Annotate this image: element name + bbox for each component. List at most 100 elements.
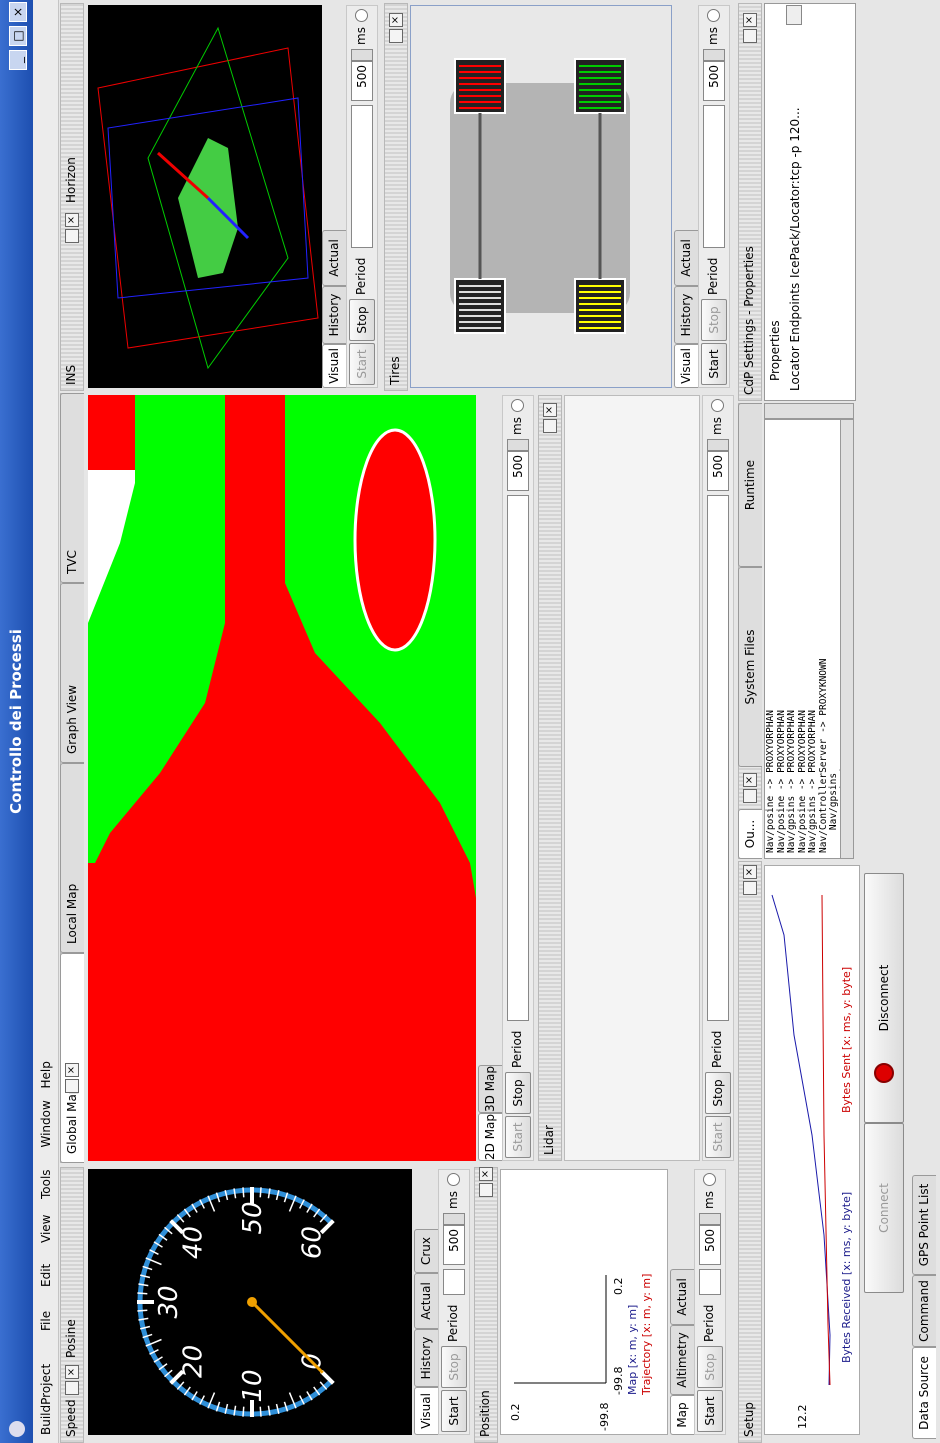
radio-button[interactable] — [707, 9, 720, 22]
spinner[interactable] — [351, 49, 373, 61]
tab[interactable]: GPS Point List — [912, 1175, 936, 1275]
menu-item[interactable]: View — [39, 1215, 53, 1243]
tab[interactable]: Local Map — [60, 763, 84, 953]
tab[interactable]: Map — [670, 1395, 694, 1435]
legend-entry: Map [x: m, y: m] — [626, 1305, 639, 1395]
tab[interactable]: Global Map — [60, 953, 84, 1163]
menu-item[interactable]: Help — [39, 1061, 53, 1088]
period-value[interactable]: 500 — [707, 451, 729, 491]
start-button[interactable]: Start — [701, 343, 727, 385]
tab[interactable]: Altimetry — [670, 1325, 694, 1395]
spinner[interactable] — [507, 439, 529, 451]
tab[interactable]: System Files — [738, 567, 762, 767]
start-button[interactable]: Start — [505, 1116, 531, 1158]
tab[interactable]: 2D Map — [478, 1113, 502, 1161]
tab[interactable]: Visual — [674, 344, 698, 388]
stop-button[interactable]: Stop — [697, 1346, 723, 1388]
dock-button[interactable] — [479, 1183, 493, 1197]
vertical-scrollbar[interactable] — [764, 403, 854, 419]
tab[interactable]: Graph View — [60, 583, 84, 763]
spinner[interactable] — [707, 439, 729, 451]
dock-button[interactable] — [389, 29, 403, 43]
tab[interactable]: History — [322, 286, 346, 344]
horizontal-scrollbar[interactable] — [840, 419, 854, 859]
stop-button[interactable]: Stop — [705, 1072, 731, 1114]
connect-button[interactable]: Connect — [864, 1123, 904, 1293]
period-value[interactable]: 500 — [703, 61, 725, 101]
close-button[interactable]: × — [9, 2, 27, 22]
radio-button[interactable] — [703, 1173, 716, 1186]
gauge-tick — [260, 1407, 261, 1417]
tab[interactable]: Ou... — [738, 809, 762, 859]
menu-item[interactable]: Window — [39, 1100, 53, 1147]
tab[interactable]: Data Source — [912, 1347, 936, 1439]
tab[interactable]: Command — [912, 1275, 936, 1347]
start-button[interactable]: Start — [441, 1390, 467, 1432]
dock-button[interactable] — [543, 419, 557, 433]
start-button[interactable]: Start — [349, 343, 375, 385]
tab[interactable]: TVC — [60, 393, 84, 583]
tab[interactable]: Crux — [414, 1229, 438, 1273]
stop-button[interactable]: Stop — [505, 1072, 531, 1114]
stop-button[interactable]: Stop — [701, 299, 727, 341]
spinner[interactable] — [703, 49, 725, 61]
close-button[interactable]: × — [389, 13, 403, 27]
disconnect-button[interactable]: Disconnect — [864, 873, 904, 1123]
docked-tab[interactable]: Horizon — [64, 157, 78, 203]
dock-button[interactable] — [65, 1079, 79, 1093]
close-button[interactable]: × — [743, 865, 757, 879]
menu-item[interactable]: File — [39, 1311, 53, 1331]
radio-button[interactable] — [711, 399, 724, 412]
tab[interactable]: Visual — [414, 1387, 438, 1435]
spinner[interactable] — [699, 1213, 721, 1225]
tab[interactable]: 3D Map — [478, 1065, 502, 1113]
edit-button[interactable] — [786, 5, 802, 25]
maximize-button[interactable]: □ — [9, 26, 27, 46]
close-button[interactable]: × — [543, 403, 557, 417]
dock-button[interactable] — [65, 229, 79, 243]
dock-button[interactable] — [65, 1381, 79, 1395]
period-field[interactable] — [703, 105, 725, 248]
period-field[interactable] — [699, 1269, 721, 1295]
stop-button[interactable]: Stop — [349, 299, 375, 341]
period-value[interactable]: 500 — [443, 1225, 465, 1265]
radio-button[interactable] — [511, 399, 524, 412]
tab[interactable]: Runtime — [738, 403, 762, 567]
spinner[interactable] — [443, 1213, 465, 1225]
period-value[interactable]: 500 — [351, 61, 373, 101]
minimize-button[interactable]: _ — [9, 50, 27, 70]
radio-button[interactable] — [447, 1173, 460, 1186]
docked-tab[interactable]: Posine — [64, 1319, 78, 1358]
close-button[interactable]: × — [65, 213, 79, 227]
period-field[interactable] — [507, 495, 529, 1021]
dock-button[interactable] — [743, 789, 757, 803]
tab[interactable]: Actual — [674, 230, 698, 286]
dock-button[interactable] — [743, 881, 757, 895]
period-field[interactable] — [443, 1269, 465, 1295]
close-button[interactable]: × — [479, 1167, 493, 1181]
close-button[interactable]: × — [65, 1063, 79, 1077]
menu-item[interactable]: BuildProject — [39, 1364, 53, 1435]
close-button[interactable]: × — [743, 773, 757, 787]
start-button[interactable]: Start — [705, 1116, 731, 1158]
start-button[interactable]: Start — [697, 1390, 723, 1432]
tab[interactable]: History — [414, 1329, 438, 1387]
tab[interactable]: Actual — [414, 1273, 438, 1329]
tab[interactable]: Actual — [670, 1269, 694, 1325]
period-value[interactable]: 500 — [699, 1225, 721, 1265]
tab[interactable]: Visual — [322, 344, 346, 388]
period-value[interactable]: 500 — [507, 451, 529, 491]
panel-header — [738, 861, 762, 1443]
stop-button[interactable]: Stop — [441, 1346, 467, 1388]
radio-button[interactable] — [355, 9, 368, 22]
tab[interactable]: History — [674, 286, 698, 344]
menu-item[interactable]: Tools — [39, 1169, 53, 1199]
menu-item[interactable]: Edit — [39, 1264, 53, 1287]
gauge-needle — [252, 1302, 323, 1373]
close-button[interactable]: × — [65, 1365, 79, 1379]
period-field[interactable] — [351, 105, 373, 248]
period-field[interactable] — [707, 495, 729, 1021]
close-button[interactable]: × — [743, 13, 757, 27]
tab[interactable]: Actual — [322, 230, 346, 286]
dock-button[interactable] — [743, 29, 757, 43]
